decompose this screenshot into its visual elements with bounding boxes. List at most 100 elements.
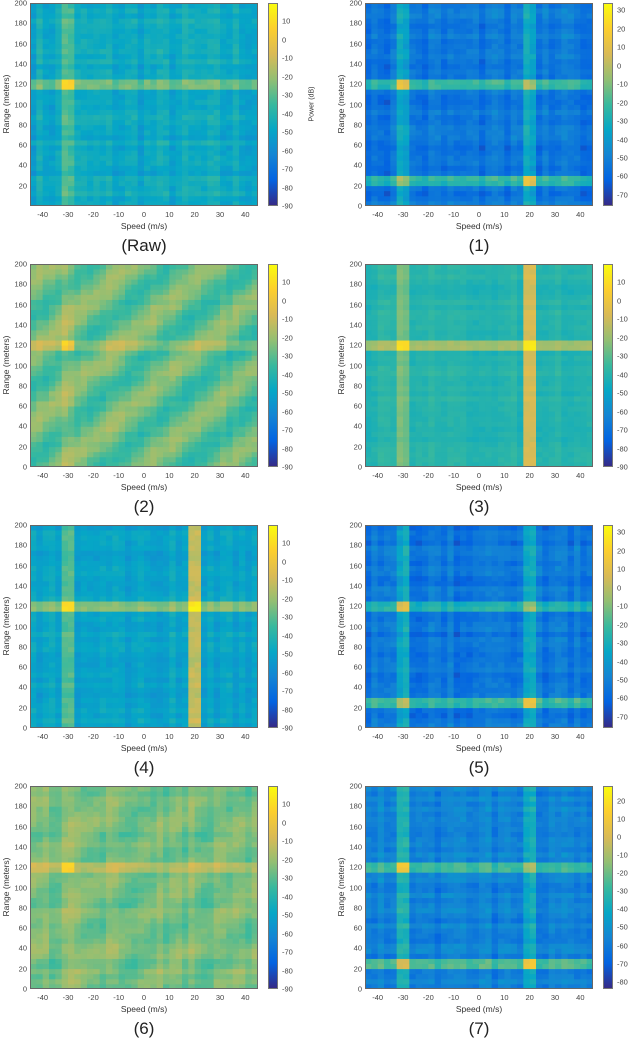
heatmap-cell [239,274,246,280]
heatmap-cell [150,94,158,100]
heatmap-cell [220,451,227,458]
heatmap-cell [30,335,37,341]
heatmap-cell [396,175,404,182]
heatmap-cell [68,175,75,182]
heatmap-cell [390,23,398,29]
heatmap-cell [55,155,63,161]
heatmap-cell [390,304,398,311]
heatmap-cell [80,350,88,356]
heatmap-cell [239,314,246,321]
heatmap-cell [74,150,82,156]
heatmap-cell [390,324,398,331]
heatmap-cell [201,274,208,280]
heatmap-cell [207,53,215,60]
heatmap-cell [93,13,101,19]
heatmap-cell [441,401,448,407]
heatmap-cell [188,451,196,458]
heatmap-cell [409,426,417,432]
heatmap-cell [245,421,253,427]
heatmap-cell [106,129,113,136]
heatmap-cell [201,175,208,182]
heatmap-cell [36,385,44,392]
heatmap-cell [80,104,88,110]
heatmap-cell [377,269,385,275]
heatmap-cell [175,155,183,161]
heatmap-cell [586,74,593,80]
heatmap-cell [74,74,82,80]
heatmap-cell [80,185,88,192]
heatmap-cell [434,324,442,331]
y-tick-label: 100 [14,100,27,109]
heatmap-cell [409,350,417,356]
heatmap-cell [239,185,246,192]
heatmap-cell [80,8,88,14]
heatmap-cell [220,269,227,275]
heatmap-cell [434,89,442,95]
heatmap-cell [175,395,183,402]
heatmap-cell [580,129,588,136]
heatmap-cell [232,401,240,407]
heatmap-cell [156,461,164,467]
heatmap-cell [226,370,234,377]
heatmap-cell [434,84,442,90]
heatmap-cell [434,104,442,110]
heatmap-cell [49,279,56,285]
heatmap-cell [68,340,75,346]
heatmap-cell [74,58,82,65]
heatmap-cell [517,165,524,171]
heatmap-cell [485,104,493,110]
heatmap-cell [207,94,215,100]
heatmap-cell [182,185,189,192]
heatmap-cell [194,155,202,161]
heatmap-cell [182,319,189,326]
heatmap-cell [441,175,448,182]
heatmap-cell [510,18,518,24]
heatmap-cell [460,53,467,60]
heatmap-cell [93,335,101,341]
heatmap-cell [510,195,518,202]
heatmap-cell [251,421,258,427]
heatmap-cell [87,150,94,156]
heatmap-cell [112,28,120,34]
heatmap-cell [30,395,37,402]
heatmap-cell [472,145,480,151]
heatmap-cell [510,180,518,187]
heatmap-cell [87,48,94,55]
heatmap-cell [30,360,37,366]
heatmap-cell [93,63,101,70]
heatmap-cell [61,195,69,202]
heatmap-cell [55,441,63,448]
heatmap-cell [542,38,550,45]
heatmap-cell [517,58,524,65]
heatmap-cell [239,431,246,437]
heatmap-cell [125,370,132,377]
heatmap-cell [415,385,423,392]
heatmap-panel: -40 -30 -20 -10 0 10 20 30 40 0 20 40 60 80 100 120 140 1… [335,260,630,522]
heatmap-cell [422,3,429,9]
heatmap-cell [207,406,215,412]
heatmap-cell [377,264,385,270]
heatmap-cell [472,160,480,166]
heatmap-cell [226,150,234,156]
heatmap-cell [251,165,258,171]
heatmap-cell [87,99,94,105]
heatmap-cell [74,155,82,161]
heatmap-cell [182,426,189,432]
heatmap-cell [68,370,75,377]
heatmap-cell [125,28,132,34]
heatmap-cell [137,38,145,45]
heatmap-cell [118,370,126,377]
heatmap-cell [580,160,588,166]
heatmap-cell [498,8,505,14]
heatmap-cell [80,63,88,70]
heatmap-cell [194,411,202,417]
heatmap-cell [422,170,429,176]
heatmap-cell [137,124,145,131]
heatmap-cell [396,284,404,290]
heatmap-cell [36,461,44,467]
heatmap-cell [93,421,101,427]
heatmap-cell [517,18,524,24]
heatmap-cell [491,170,499,176]
heatmap-cell [201,129,208,136]
heatmap-cell [30,53,37,60]
